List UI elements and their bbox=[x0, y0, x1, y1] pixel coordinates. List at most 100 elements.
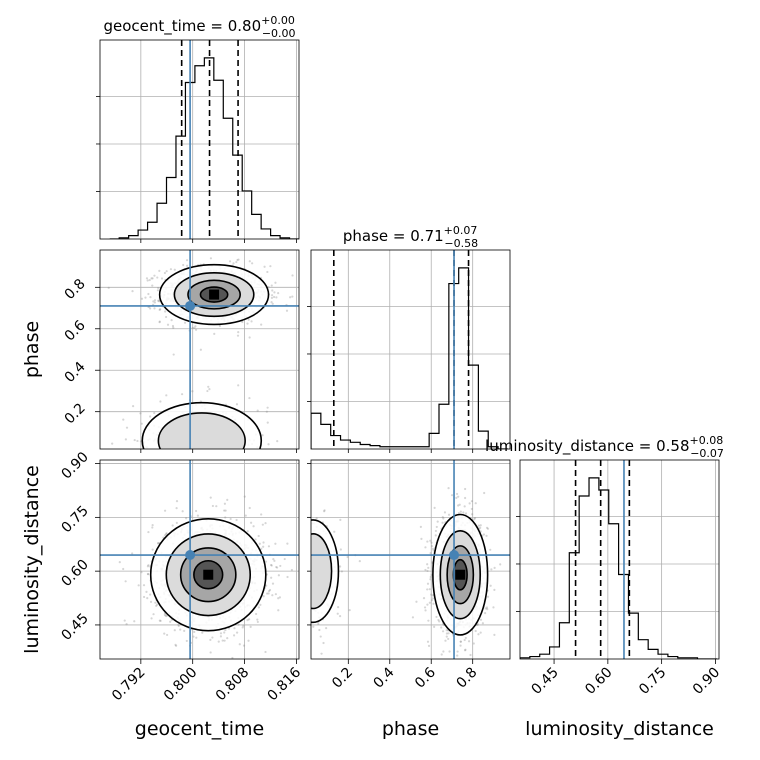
sample-point bbox=[233, 461, 235, 463]
sample-point bbox=[486, 527, 490, 530]
sample-point bbox=[208, 387, 211, 391]
sample-point bbox=[303, 558, 305, 560]
sample-point bbox=[237, 331, 240, 334]
sample-point bbox=[156, 289, 159, 292]
tick-label-luminosity_distance: 0.90 bbox=[690, 665, 723, 698]
sample-point bbox=[227, 497, 229, 499]
sample-point bbox=[479, 631, 482, 634]
sample-point bbox=[481, 622, 484, 625]
sample-point bbox=[300, 593, 302, 595]
sample-point bbox=[427, 566, 430, 569]
sample-point bbox=[248, 396, 251, 400]
sample-point bbox=[142, 492, 144, 494]
tick-label-luminosity_distance: 0.45 bbox=[529, 665, 562, 698]
sample-point bbox=[207, 385, 210, 388]
sample-point bbox=[150, 277, 153, 280]
sample-point bbox=[305, 556, 307, 558]
sample-point bbox=[175, 507, 178, 510]
sample-point bbox=[237, 258, 240, 261]
sample-point bbox=[209, 651, 212, 654]
sample-point bbox=[473, 517, 477, 520]
sample-point bbox=[493, 566, 496, 569]
sample-point bbox=[319, 635, 322, 638]
sample-point bbox=[277, 467, 279, 469]
sample-point bbox=[140, 422, 143, 425]
sample-point bbox=[224, 628, 227, 632]
title-plus: +0.00 bbox=[261, 14, 295, 27]
title-minus: −0.07 bbox=[690, 447, 724, 460]
sample-point bbox=[274, 593, 277, 596]
sample-point bbox=[427, 644, 431, 648]
sample-point bbox=[268, 563, 270, 565]
sample-point bbox=[317, 622, 320, 626]
sample-point bbox=[348, 609, 351, 612]
sample-point bbox=[211, 504, 214, 508]
sample-point bbox=[434, 529, 437, 533]
sample-point bbox=[180, 393, 184, 396]
sample-point bbox=[171, 324, 175, 328]
sample-point bbox=[430, 593, 433, 596]
sample-point bbox=[290, 556, 292, 558]
sample-point bbox=[463, 505, 466, 508]
sample-point bbox=[272, 557, 275, 561]
sample-point bbox=[424, 609, 427, 612]
sample-point bbox=[153, 301, 156, 304]
sample-point bbox=[442, 517, 445, 520]
sample-point bbox=[415, 600, 418, 603]
sample-point bbox=[459, 510, 462, 513]
tick-label-geocent_time: 0.808 bbox=[213, 665, 253, 705]
sample-point bbox=[154, 464, 156, 466]
sample-point bbox=[258, 542, 261, 545]
sample-point bbox=[308, 551, 310, 553]
sample-point bbox=[437, 618, 440, 622]
sample-point bbox=[183, 321, 187, 324]
sample-point bbox=[230, 461, 232, 463]
sample-point bbox=[201, 631, 204, 634]
sample-point bbox=[142, 584, 146, 587]
sample-point bbox=[202, 482, 204, 484]
sample-point bbox=[264, 650, 267, 654]
sample-point bbox=[312, 625, 315, 628]
sample-point bbox=[257, 606, 260, 609]
sample-point bbox=[302, 538, 304, 540]
sample-point bbox=[237, 384, 240, 387]
sample-point bbox=[420, 537, 423, 540]
sample-point bbox=[173, 479, 175, 481]
sample-point bbox=[246, 530, 249, 533]
sample-point bbox=[306, 574, 308, 576]
sample-point bbox=[202, 476, 204, 478]
sample-point bbox=[292, 556, 294, 558]
sample-point bbox=[229, 467, 231, 469]
sample-point bbox=[303, 500, 305, 502]
sample-point bbox=[270, 296, 274, 299]
tick-label-luminosity_distance: 0.75 bbox=[58, 503, 91, 536]
sample-point bbox=[268, 588, 272, 592]
sample-point bbox=[305, 583, 307, 585]
sample-point bbox=[432, 549, 435, 552]
sample-point bbox=[274, 281, 277, 284]
sample-point bbox=[302, 572, 304, 574]
sample-point bbox=[223, 639, 226, 642]
sample-point bbox=[426, 563, 429, 566]
sample-point bbox=[217, 464, 219, 466]
sample-point bbox=[289, 296, 292, 299]
sample-point bbox=[283, 567, 285, 569]
tick-label-phase: 0.4 bbox=[371, 664, 398, 691]
sample-point bbox=[256, 409, 259, 412]
sample-point bbox=[459, 640, 462, 643]
sample-point bbox=[221, 639, 224, 642]
sample-point bbox=[270, 294, 274, 297]
sample-point bbox=[183, 450, 185, 452]
sample-point bbox=[217, 640, 220, 643]
sample-point bbox=[147, 292, 150, 296]
sample-point bbox=[291, 548, 293, 550]
sample-point bbox=[246, 322, 249, 325]
sample-point bbox=[275, 627, 277, 629]
density-peak bbox=[455, 569, 466, 580]
axes-frame bbox=[99, 249, 300, 450]
sample-point bbox=[150, 617, 153, 620]
sample-point bbox=[256, 244, 258, 246]
sample-point bbox=[286, 510, 288, 512]
sample-point bbox=[304, 530, 306, 532]
sample-point bbox=[346, 555, 349, 559]
